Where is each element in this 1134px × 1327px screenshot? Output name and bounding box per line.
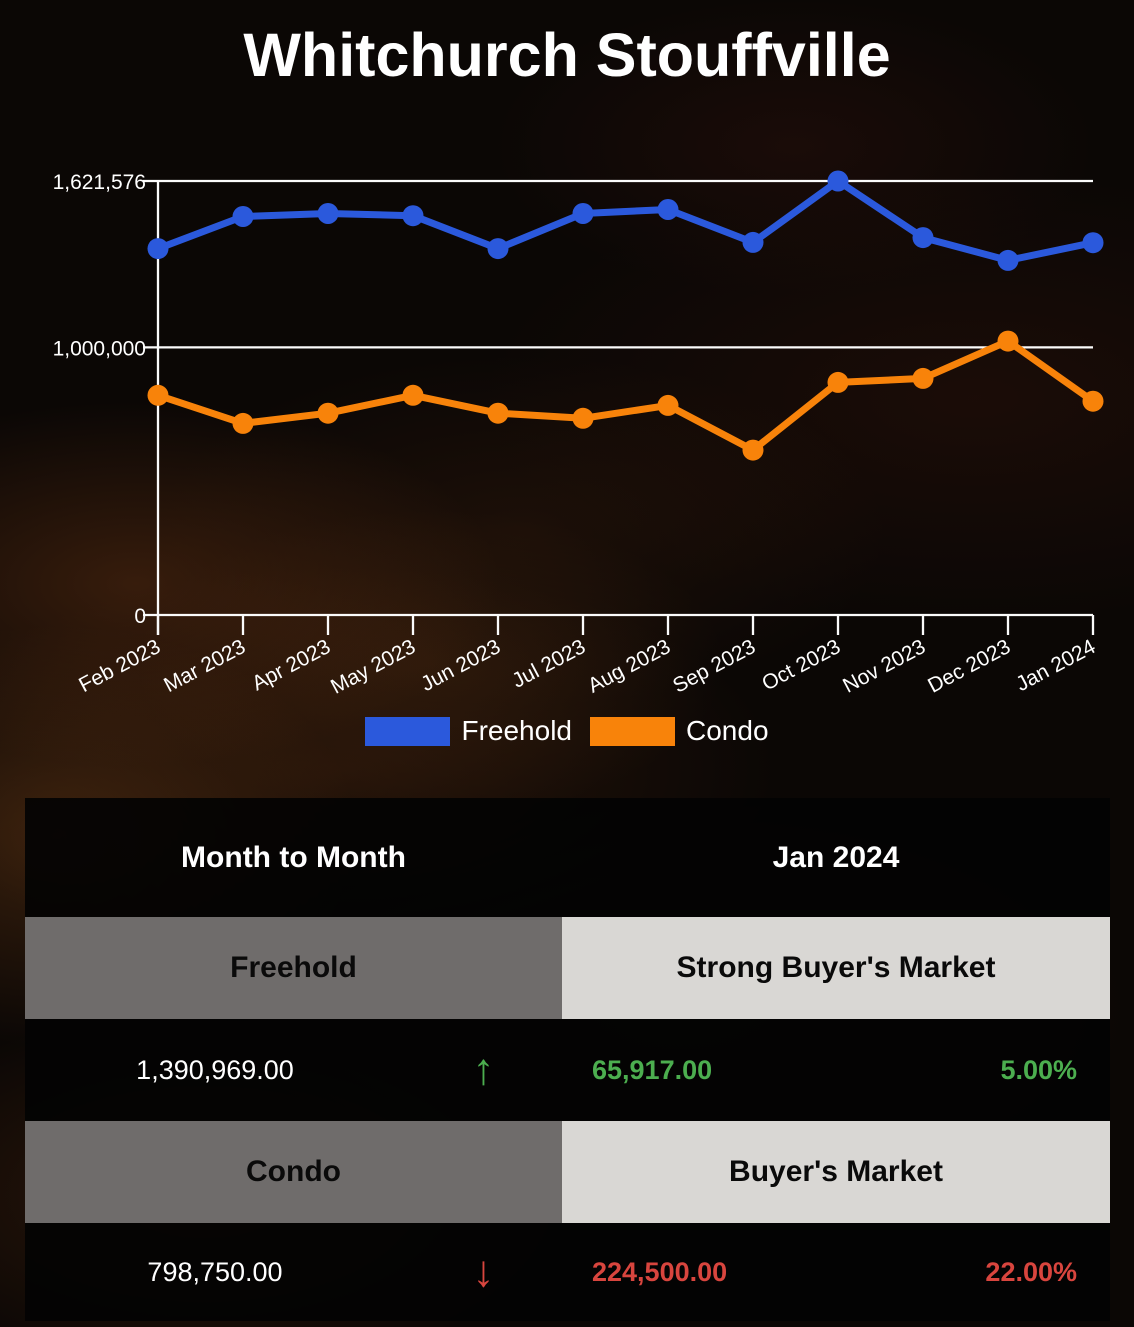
freehold-point [742,231,764,253]
freehold-point [912,227,934,249]
x-axis-month-label: Nov 2023 [839,635,929,698]
condo-point [912,367,934,389]
freehold-point [827,170,849,192]
freehold-point [317,203,339,224]
freehold-market-status: Strong Buyer's Market [562,917,1110,1019]
freehold-swatch-icon [365,716,451,746]
freehold-point [997,249,1019,271]
up-arrow-icon: ↑ [472,1045,495,1094]
freehold-point [657,199,679,220]
header-month-to-month: Month to Month [181,840,406,874]
freehold-change-percent: 5.00% [1000,1054,1077,1085]
condo-swatch-icon [590,716,675,746]
condo-market-status: Buyer's Market [562,1121,1110,1223]
y-axis-tick-label: 0 [134,605,146,628]
x-axis-month-label: Jan 2024 [1012,635,1099,696]
condo-point [232,412,254,434]
condo-point [572,407,594,429]
freehold-point [147,238,169,260]
x-axis-month-label: Aug 2023 [584,635,674,698]
y-axis-tick-label: 1,000,000 [53,337,146,360]
page-title: Whitchurch Stouffville [243,21,891,89]
x-axis-month-label: Apr 2023 [248,635,334,695]
x-axis-month-label: Jun 2023 [417,635,504,696]
x-axis-month-label: Feb 2023 [75,635,164,697]
x-axis-month-label: Dec 2023 [924,635,1014,698]
down-arrow-icon: ↓ [472,1247,495,1296]
condo-change-percent: 22.00% [985,1256,1077,1287]
table-header-row: Month to Month Jan 2024 [25,798,1110,917]
freehold-point [572,203,594,224]
freehold-line [154,177,1097,264]
freehold-band-row: Freehold Strong Buyer's Market [25,917,1110,1019]
freehold-change-value: 65,917.00 [592,1054,713,1085]
freehold-point [402,205,424,227]
legend-label-freehold: Freehold [461,715,572,746]
market-summary-table: Month to Month Jan 2024 Freehold Strong … [25,798,1110,1321]
condo-point [317,402,339,424]
condo-point [147,384,169,406]
y-axis-tick-label: 1,621,576 [53,171,146,194]
freehold-point [232,206,254,227]
condo-point [402,384,424,406]
x-axis-month-label: Mar 2023 [160,635,249,697]
condo-line [154,337,1097,454]
x-axis-month-label: Oct 2023 [758,635,844,695]
condo-band-row: Condo Buyer's Market [25,1121,1110,1223]
x-axis-month-label: Sep 2023 [669,635,759,698]
condo-point [827,371,849,393]
condo-point [742,439,764,461]
condo-values-row: 798,750.00 ↓ 224,500.00 22.00% [25,1223,1110,1321]
freehold-price: 1,390,969.00 [136,1054,294,1085]
header-period: Jan 2024 [772,840,900,874]
condo-point [1082,390,1104,412]
legend-label-condo: Condo [686,715,769,746]
freehold-point [487,238,509,260]
x-axis-month-label: Jul 2023 [508,635,589,693]
legend-item-condo: Condo [590,715,769,747]
chart-legend: Freehold Condo [0,715,1134,747]
condo-change-value: 224,500.00 [592,1256,728,1287]
condo-point [997,330,1019,352]
condo-point [487,402,509,424]
condo-label: Condo [25,1121,562,1223]
freehold-point [1082,232,1104,254]
condo-point [657,394,679,416]
condo-price: 798,750.00 [147,1256,283,1287]
freehold-values-row: 1,390,969.00 ↑ 65,917.00 5.00% [25,1019,1110,1121]
legend-item-freehold: Freehold [365,715,572,747]
freehold-label: Freehold [25,917,562,1019]
x-axis-month-label: May 2023 [327,635,419,699]
